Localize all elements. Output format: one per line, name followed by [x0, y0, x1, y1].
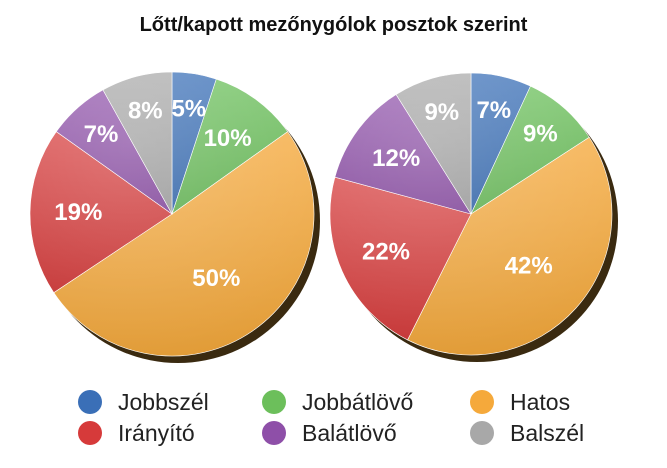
pie-1-label-hatos: 50% [192, 265, 240, 292]
legend-item-hatos: Hatos [470, 387, 570, 417]
legend-item-irányító: Irányító [78, 418, 195, 448]
pie-chart-2: 7%9%42%22%12%9% [329, 72, 618, 362]
pie-1-label-jobbátlövő: 10% [204, 125, 252, 152]
pie-1-label-jobbszél: 5% [171, 95, 206, 122]
legend-swatch [470, 390, 494, 414]
legend-item-balszél: Balszél [470, 418, 584, 448]
legend-item-jobbszél: Jobbszél [78, 387, 209, 417]
legend-label: Irányító [118, 419, 195, 446]
legend-item-balátlövő: Balátlövő [262, 418, 397, 448]
legend-swatch [78, 421, 102, 445]
legend-swatch [262, 390, 286, 414]
pie-2-label-hatos: 42% [505, 252, 553, 279]
legend-swatch [470, 421, 494, 445]
legend-swatch [78, 390, 102, 414]
pie-2-label-irányító: 22% [362, 238, 410, 265]
pie-2-label-balátlövő: 12% [372, 145, 420, 172]
pie-1-label-irányító: 19% [54, 199, 102, 226]
legend-label: Jobbszél [118, 388, 209, 415]
chart-title: Lőtt/kapott mezőnygólok posztok szerint [139, 14, 528, 36]
pie-2-label-balszél: 9% [424, 99, 459, 126]
pie-2-label-jobbátlövő: 9% [523, 121, 558, 148]
pie-chart-1: 5% 10% 50% 19% 7% 8% [29, 71, 320, 363]
legend-item-jobbátlövő: Jobbátlövő [262, 387, 413, 417]
pie-chart-2-gloss [330, 73, 612, 355]
legend-label: Jobbátlövő [302, 388, 414, 415]
pie-1-label-balszél: 8% [128, 97, 163, 124]
legend-label: Balátlövő [302, 419, 397, 446]
legend-label: Hatos [510, 388, 571, 415]
legend-label: Balszél [510, 419, 585, 446]
pie-chart-1-gloss [30, 72, 314, 356]
pie-1-label-balátlövő: 7% [84, 121, 119, 148]
legend-swatch [262, 421, 286, 445]
pie-2-label-jobbszél: 7% [476, 97, 511, 124]
